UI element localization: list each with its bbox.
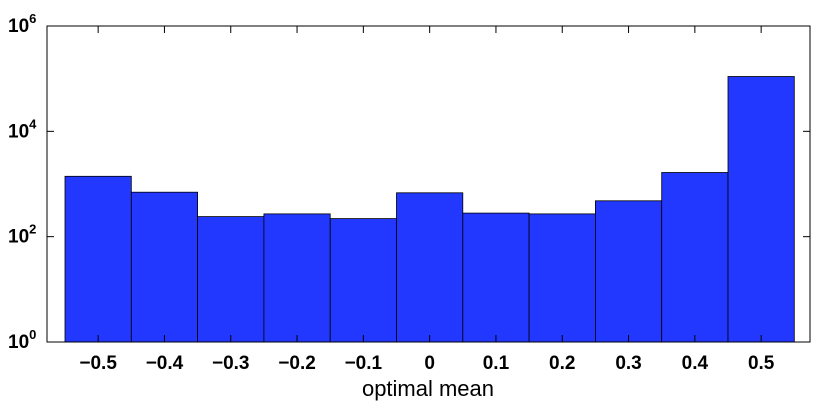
y-tick-exponent: 4 bbox=[29, 116, 37, 131]
y-tick-base: 10 bbox=[8, 332, 29, 353]
bar-0 bbox=[64, 175, 132, 343]
y-tick-base: 10 bbox=[8, 16, 29, 37]
bar-6 bbox=[462, 212, 530, 343]
bars-group bbox=[64, 76, 795, 343]
bar-2 bbox=[197, 216, 265, 343]
y-tick-exponent: 0 bbox=[29, 327, 36, 342]
x-tick-label: 0.1 bbox=[483, 353, 510, 374]
x-tick-label: −0.1 bbox=[345, 353, 383, 374]
bar-1 bbox=[130, 191, 199, 343]
bar-7 bbox=[528, 213, 596, 343]
bar-10 bbox=[727, 76, 795, 343]
x-tick-label: −0.5 bbox=[79, 353, 117, 374]
x-tick-label: −0.4 bbox=[146, 353, 184, 374]
x-tick-label: 0.5 bbox=[748, 353, 775, 374]
y-tick-label: 100 bbox=[8, 327, 36, 353]
y-tick-label: 106 bbox=[8, 11, 36, 37]
plot-frame bbox=[46, 25, 811, 343]
bar-9 bbox=[661, 172, 729, 343]
bar-8 bbox=[595, 200, 663, 343]
x-tick-label: 0 bbox=[424, 353, 435, 374]
x-axis-label: optimal mean bbox=[362, 376, 494, 401]
bar-4 bbox=[329, 218, 397, 343]
y-tick-exponent: 6 bbox=[29, 11, 36, 26]
x-tick-label: −0.2 bbox=[278, 353, 316, 374]
y-tick-base: 10 bbox=[8, 227, 29, 248]
x-tick-label: 0.3 bbox=[615, 353, 641, 374]
x-axis-ticks: −0.5 −0.4 −0.3 −0.2 −0.1 0 0.1 0.2 0.3 0.4 0.5 bbox=[79, 26, 775, 374]
y-tick-label: 102 bbox=[8, 222, 36, 248]
bar-3 bbox=[263, 213, 331, 343]
y-tick-exponent: 2 bbox=[29, 222, 36, 237]
x-tick-label: 0.2 bbox=[549, 353, 575, 374]
y-tick-label: 104 bbox=[8, 116, 37, 142]
y-tick-base: 10 bbox=[8, 121, 29, 142]
x-tick-label: 0.4 bbox=[682, 353, 709, 374]
x-tick-label: −0.3 bbox=[212, 353, 250, 374]
bar-5 bbox=[396, 192, 464, 343]
